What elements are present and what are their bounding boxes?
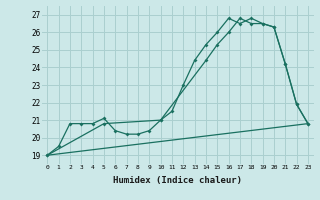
X-axis label: Humidex (Indice chaleur): Humidex (Indice chaleur)	[113, 176, 242, 185]
